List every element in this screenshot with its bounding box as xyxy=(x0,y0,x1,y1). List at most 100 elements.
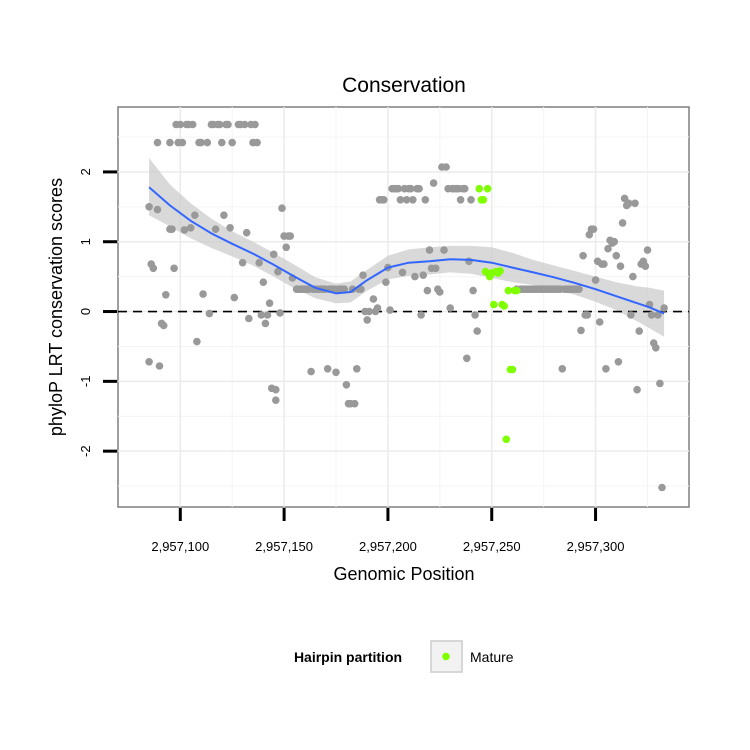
point-other xyxy=(218,138,226,147)
point-other xyxy=(473,327,482,335)
point-other xyxy=(205,309,214,318)
point-other xyxy=(579,251,587,260)
point-other xyxy=(656,379,664,388)
point-other xyxy=(425,246,434,254)
point-other xyxy=(155,362,164,370)
confidence-band xyxy=(149,158,665,337)
legend-title: Hairpin partition xyxy=(294,649,402,665)
panel-border xyxy=(117,106,690,508)
point-other xyxy=(220,211,228,219)
point-other xyxy=(357,285,365,294)
point-other xyxy=(614,358,623,366)
point-other xyxy=(369,295,378,303)
point-other xyxy=(456,196,465,204)
point-other xyxy=(409,196,417,204)
legend: Hairpin partition Mature xyxy=(294,640,514,673)
point-other xyxy=(265,299,274,308)
point-other xyxy=(176,120,185,129)
point-other xyxy=(359,271,367,280)
point-other xyxy=(386,306,394,314)
point-mature xyxy=(508,365,517,374)
point-other xyxy=(145,203,153,211)
point-other xyxy=(180,226,189,234)
point-other xyxy=(647,311,656,319)
point-other xyxy=(654,311,662,319)
legend-key-mature-dot xyxy=(442,652,450,661)
point-other xyxy=(558,365,567,373)
legend-label-mature: Mature xyxy=(470,649,514,665)
point-other xyxy=(263,311,272,319)
legend-key-box xyxy=(430,640,463,673)
point-other xyxy=(616,262,625,271)
y-tick-label: 1 xyxy=(78,238,93,245)
point-other xyxy=(440,246,448,254)
x-tick-label: 2,957,250 xyxy=(463,539,521,554)
point-other xyxy=(643,246,652,254)
point-other xyxy=(612,251,621,260)
point-other xyxy=(224,120,232,129)
x-axis-title: Genomic Position xyxy=(333,564,474,584)
point-other xyxy=(238,258,247,267)
point-other xyxy=(259,278,268,287)
point-mature xyxy=(504,286,513,295)
point-other xyxy=(461,184,469,193)
point-other xyxy=(323,365,332,373)
point-other xyxy=(269,250,278,259)
confidence-band-area xyxy=(149,158,665,337)
point-other xyxy=(469,286,477,295)
point-other xyxy=(442,163,450,171)
point-other xyxy=(583,311,592,319)
point-other xyxy=(245,314,253,323)
point-mature xyxy=(490,300,498,309)
point-other xyxy=(153,205,162,214)
point-other xyxy=(278,204,286,212)
point-other xyxy=(307,367,315,376)
y-axis: -2 -1 0 1 2 xyxy=(78,168,117,457)
y-tick-label: -2 xyxy=(78,445,93,457)
point-other xyxy=(431,264,440,273)
point-other xyxy=(168,225,176,233)
point-other xyxy=(463,354,471,363)
point-other xyxy=(261,319,270,328)
point-other xyxy=(421,196,430,204)
point-other xyxy=(193,337,201,346)
smooth-trend-line xyxy=(148,186,665,315)
point-other xyxy=(251,120,259,129)
point-other xyxy=(618,219,627,227)
point-other xyxy=(272,385,280,394)
point-other xyxy=(380,196,388,204)
point-other xyxy=(257,311,266,319)
point-other xyxy=(178,138,187,147)
point-other xyxy=(600,260,608,268)
point-other xyxy=(446,304,455,312)
smooth-line-path xyxy=(148,186,665,315)
point-other xyxy=(255,258,263,267)
point-mature xyxy=(496,267,504,275)
point-other xyxy=(625,199,633,208)
point-other xyxy=(575,285,583,294)
point-other xyxy=(365,307,374,316)
y-axis-title: phyloP LRT conservation scores xyxy=(46,178,66,436)
point-other xyxy=(242,228,251,237)
x-tick-label: 2,957,200 xyxy=(359,539,417,554)
point-other xyxy=(402,196,411,204)
x-tick-label: 2,957,150 xyxy=(255,539,313,554)
y-tick-label: 2 xyxy=(78,168,93,175)
point-other xyxy=(641,262,650,271)
point-other xyxy=(465,257,473,266)
point-other xyxy=(166,138,174,147)
point-other xyxy=(340,285,349,294)
point-mature xyxy=(483,184,492,193)
point-other xyxy=(145,358,153,366)
x-axis: 2,957,100 2,957,150 2,957,200 2,957,250 2,95… xyxy=(151,508,624,554)
point-other xyxy=(274,267,282,276)
point-other xyxy=(253,138,261,147)
point-other xyxy=(631,199,639,208)
point-mature xyxy=(512,286,521,295)
point-other xyxy=(203,138,212,147)
point-other xyxy=(604,244,612,253)
point-other xyxy=(272,396,280,405)
point-other xyxy=(276,309,284,317)
point-other xyxy=(153,138,162,147)
point-other xyxy=(282,243,291,252)
